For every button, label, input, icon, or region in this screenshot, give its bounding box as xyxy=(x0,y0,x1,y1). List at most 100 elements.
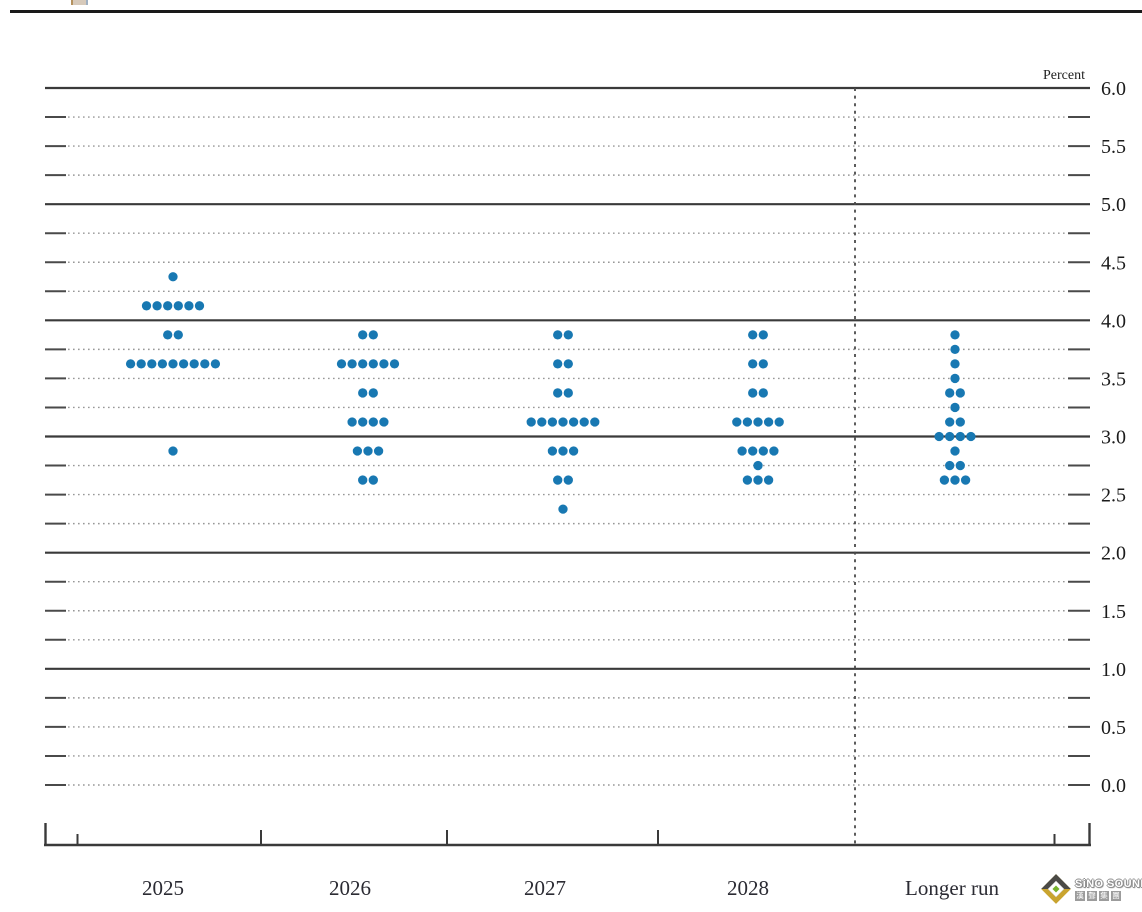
projection-dot xyxy=(358,475,368,485)
x-axis-label-2028: 2028 xyxy=(727,876,769,900)
top-divider-rule xyxy=(10,10,1142,13)
projection-dot xyxy=(547,417,558,427)
projection-dot xyxy=(955,417,965,427)
projection-dot xyxy=(184,301,194,311)
projection-dot xyxy=(563,359,573,369)
y-tick-label: 4.0 xyxy=(1101,310,1126,332)
projection-dot xyxy=(748,330,758,340)
projection-dot xyxy=(200,359,210,369)
x-axis-label-2026: 2026 xyxy=(329,876,371,900)
sino-sound-logo-icon xyxy=(1041,874,1071,904)
projection-dot xyxy=(173,301,183,311)
projection-dot xyxy=(753,460,763,471)
projection-dot xyxy=(379,359,389,369)
projection-dot xyxy=(945,417,955,427)
projection-dot xyxy=(945,431,955,442)
y-tick-label: 3.5 xyxy=(1101,368,1126,390)
x-axis-label-2025: 2025 xyxy=(142,876,184,900)
projection-dot xyxy=(379,417,389,427)
y-tick-label: 0.5 xyxy=(1101,717,1126,739)
projection-dot xyxy=(553,475,563,485)
projection-dot xyxy=(368,359,378,369)
projection-dot xyxy=(950,344,960,355)
projection-dot xyxy=(526,417,536,427)
projection-dot xyxy=(178,359,189,369)
y-tick-label: 4.5 xyxy=(1101,252,1126,274)
projection-dot xyxy=(125,359,136,369)
projection-dot xyxy=(563,388,573,398)
projection-dot xyxy=(157,359,168,369)
y-tick-label: 1.5 xyxy=(1101,601,1126,623)
projection-dot xyxy=(732,417,742,427)
projection-dot xyxy=(955,431,965,442)
projection-dot xyxy=(960,475,971,485)
projection-dot xyxy=(537,417,547,427)
projection-dot xyxy=(168,359,178,369)
projection-dot xyxy=(950,373,960,384)
projection-dot xyxy=(352,446,363,456)
projection-dot xyxy=(147,359,157,369)
projection-dot xyxy=(189,359,199,369)
projection-dot xyxy=(389,359,400,369)
projection-dot xyxy=(568,446,579,456)
watermark-brand-name: SiNO SOUND xyxy=(1075,877,1142,890)
projection-dot xyxy=(579,417,589,427)
projection-dot xyxy=(563,330,573,340)
projection-dot xyxy=(336,359,347,369)
projection-dot xyxy=(553,359,563,369)
projection-dot xyxy=(955,388,965,398)
y-tick-label: 2.5 xyxy=(1101,485,1126,507)
watermark-chinese-char: 聲 xyxy=(1087,890,1097,901)
projection-dot xyxy=(753,475,763,485)
watermark-chinese-char: 集 xyxy=(1099,890,1109,901)
projection-dot xyxy=(173,330,183,340)
projection-dot xyxy=(373,446,384,456)
y-tick-label: 1.0 xyxy=(1101,659,1126,681)
projection-dot xyxy=(347,417,357,427)
watermark-chinese-char: 漢 xyxy=(1075,890,1085,901)
projection-dot xyxy=(368,388,378,398)
projection-dot xyxy=(141,301,152,311)
projection-dot xyxy=(758,388,768,398)
projection-dot xyxy=(748,388,758,398)
projection-dot xyxy=(358,330,368,340)
projection-dot xyxy=(152,301,162,311)
projection-dot xyxy=(774,417,784,427)
watermark-brand-chinese: 漢聲集團 xyxy=(1075,890,1142,901)
projection-dot xyxy=(742,475,753,485)
projection-dot xyxy=(939,475,950,485)
cropped-image-artifact xyxy=(71,0,88,5)
y-tick-label: 5.5 xyxy=(1101,136,1126,158)
y-tick-label: 6.0 xyxy=(1101,78,1126,100)
projection-dot xyxy=(558,417,568,427)
watermark-chinese-char: 團 xyxy=(1111,890,1121,901)
projection-dot xyxy=(950,330,960,340)
projection-dot xyxy=(194,301,205,311)
projection-dot xyxy=(558,446,568,456)
projection-dot xyxy=(168,446,178,456)
projection-dot xyxy=(163,330,173,340)
projection-dot xyxy=(966,431,976,442)
projection-dot xyxy=(955,460,965,471)
projection-dot xyxy=(763,417,774,427)
projection-dot xyxy=(547,446,558,456)
projection-dot xyxy=(934,431,944,442)
sino-sound-watermark: SiNO SOUND 漢聲集團 xyxy=(1039,872,1142,906)
projection-dot xyxy=(558,504,568,514)
projection-dot xyxy=(950,359,960,369)
x-axis-label-longer-run: Longer run xyxy=(905,876,999,900)
projection-dot xyxy=(758,330,768,340)
projection-dot xyxy=(590,417,600,427)
projection-dot xyxy=(568,417,579,427)
projection-dot xyxy=(748,446,758,456)
projection-dot xyxy=(763,475,774,485)
projection-dot xyxy=(363,446,373,456)
projection-dot xyxy=(163,301,173,311)
projection-dot xyxy=(553,388,563,398)
projection-dot xyxy=(753,417,763,427)
projection-dot xyxy=(347,359,357,369)
projection-dot xyxy=(358,359,368,369)
projection-dot xyxy=(950,402,960,413)
